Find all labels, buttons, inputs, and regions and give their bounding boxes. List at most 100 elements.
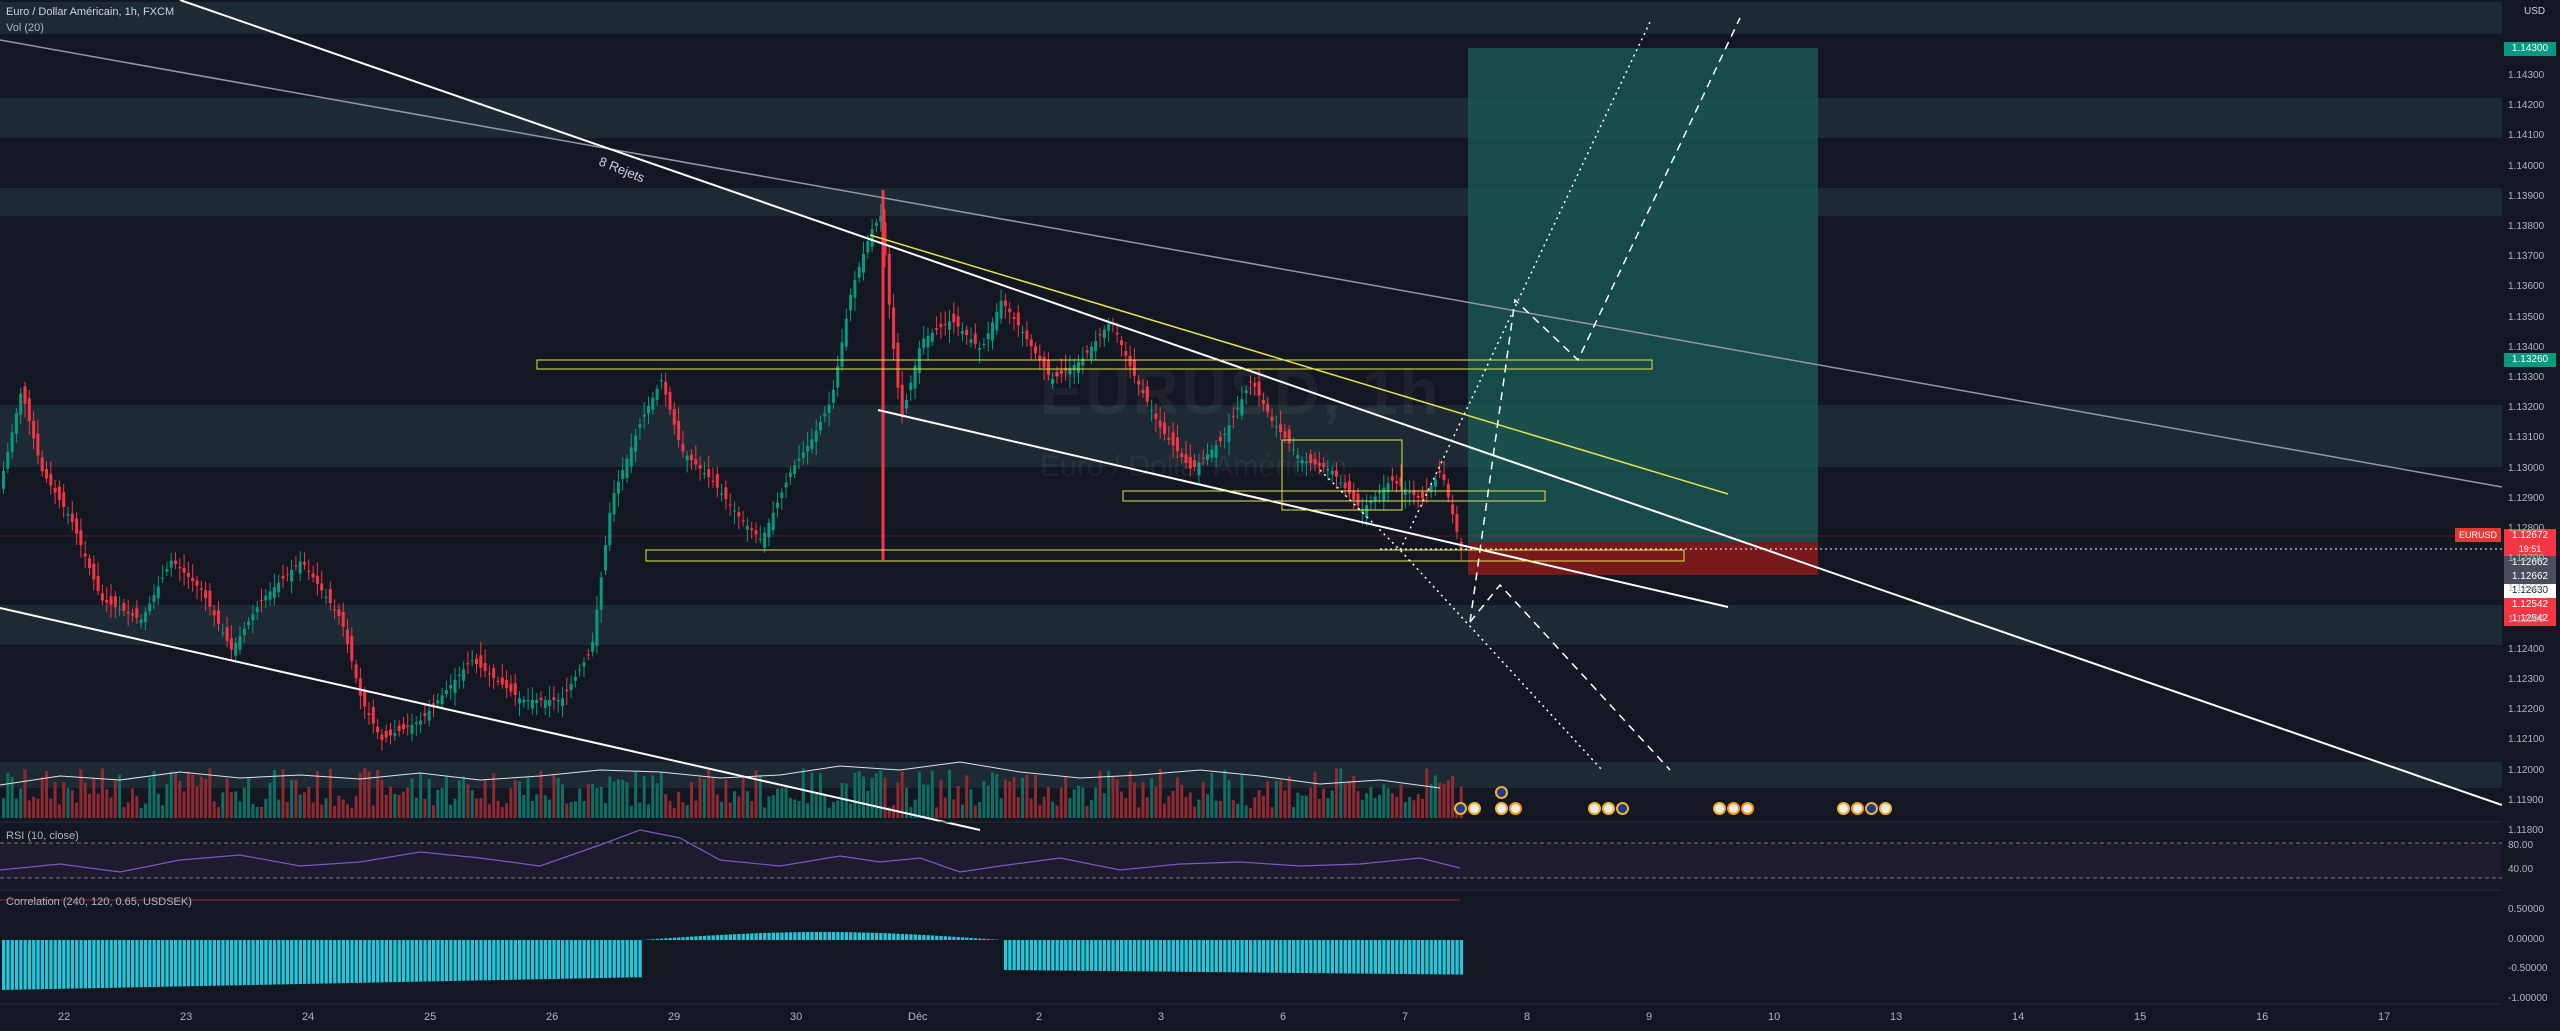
- candle-body: [1382, 487, 1386, 501]
- us-flag-icon[interactable]: [1879, 802, 1892, 815]
- us-flag-icon[interactable]: [1713, 802, 1726, 815]
- volume-bar: [221, 792, 225, 818]
- volume-bar: [539, 771, 543, 818]
- volume-bar: [492, 773, 496, 818]
- volume-bar: [1223, 769, 1227, 818]
- volume-bar: [79, 769, 83, 818]
- candle-body: [909, 382, 913, 391]
- candle-body: [1059, 370, 1063, 374]
- price-axis[interactable]: [2502, 0, 2560, 1031]
- projection-down-dotted: [1319, 469, 1603, 771]
- candle-body: [887, 253, 891, 305]
- volume-bar: [440, 788, 444, 818]
- candle-body: [561, 698, 564, 707]
- candle-body: [191, 578, 195, 582]
- volume-bar: [634, 771, 638, 818]
- correlation-bar: [1257, 940, 1261, 973]
- us-flag-icon[interactable]: [1837, 802, 1850, 815]
- correlation-bar: [139, 940, 143, 988]
- volume-bar: [70, 790, 74, 818]
- correlation-bar: [930, 935, 935, 940]
- candle-body: [973, 333, 977, 344]
- us-flag-icon[interactable]: [1602, 802, 1615, 815]
- eu-flag-icon[interactable]: [1454, 802, 1467, 815]
- eu-flag-icon[interactable]: [1495, 786, 1508, 799]
- correlation-bar: [1098, 940, 1102, 971]
- volume-bar: [1038, 805, 1042, 818]
- event-icons-2[interactable]: [1495, 802, 1522, 816]
- main-chart[interactable]: [0, 0, 2502, 1031]
- correlation-bar: [844, 932, 849, 940]
- volume-bar: [14, 798, 18, 818]
- event-icon-top[interactable]: [1495, 786, 1508, 800]
- candle-body: [1429, 485, 1433, 493]
- candle-body: [492, 667, 496, 678]
- correlation-bar: [1378, 940, 1382, 974]
- volume-bar: [75, 802, 79, 818]
- correlation-bar: [621, 940, 625, 978]
- profit-zone[interactable]: [1468, 48, 1818, 542]
- correlation-bar: [45, 940, 49, 990]
- volume-bar: [788, 797, 792, 818]
- yellow-zone-mid[interactable]: [1122, 490, 1546, 502]
- correlation-bar: [690, 936, 694, 940]
- volume-bar: [1034, 774, 1037, 818]
- yellow-zone-top[interactable]: [536, 359, 1653, 370]
- volume-bar: [294, 779, 298, 818]
- volume-bar: [518, 781, 521, 818]
- us-flag-icon[interactable]: [1588, 802, 1601, 815]
- us-flag-icon[interactable]: [1509, 802, 1522, 815]
- channel-lower: [877, 409, 1729, 608]
- price-tick: 1.12600: [2508, 583, 2545, 595]
- volume-bar: [1227, 780, 1231, 818]
- us-flag-icon[interactable]: [1741, 802, 1754, 815]
- volume-bar: [849, 803, 853, 818]
- candle-body: [1274, 426, 1278, 428]
- correlation-bar: [814, 932, 818, 940]
- volume-bar: [965, 775, 969, 818]
- candle-body: [169, 560, 173, 568]
- correlation-bar: [251, 940, 255, 985]
- candle-body: [599, 577, 603, 610]
- volume-bar: [1442, 783, 1446, 818]
- us-flag-icon[interactable]: [1468, 802, 1481, 815]
- volume-bar: [1085, 805, 1089, 818]
- event-icons-4[interactable]: [1713, 802, 1754, 816]
- us-flag-icon[interactable]: [1851, 802, 1864, 815]
- volume-bar: [522, 794, 526, 818]
- volume-bar: [930, 770, 934, 818]
- volume-bar: [40, 777, 44, 818]
- volume-bar: [83, 782, 87, 818]
- candle-body: [565, 689, 569, 692]
- candle-body: [105, 599, 109, 603]
- correlation-bar: [836, 932, 840, 940]
- volume-bar: [135, 796, 139, 818]
- price-tick: 1.13800: [2508, 221, 2545, 232]
- event-icons-1[interactable]: [1454, 802, 1481, 816]
- us-flag-icon[interactable]: [1727, 802, 1740, 815]
- correlation-bar: [1008, 940, 1012, 971]
- volume-bar: [1167, 795, 1171, 818]
- yellow-box-small[interactable]: [1281, 439, 1403, 511]
- price-tick: 1.13000: [2508, 462, 2545, 474]
- eu-flag-icon[interactable]: [1616, 802, 1629, 815]
- event-icons-5[interactable]: [1837, 802, 1892, 816]
- candle-body: [608, 512, 612, 546]
- candle-body: [831, 389, 835, 403]
- volume-bar: [470, 790, 474, 818]
- eu-flag-icon[interactable]: [1865, 802, 1878, 815]
- volume-bar: [212, 801, 216, 818]
- candle-body: [797, 458, 801, 461]
- candle-body: [810, 439, 814, 450]
- candle-body: [935, 328, 939, 330]
- us-flag-icon[interactable]: [1495, 802, 1508, 815]
- correlation-bar: [853, 932, 857, 940]
- correlation-bar: [870, 932, 874, 940]
- candle-body: [758, 538, 762, 540]
- volume-bar: [737, 796, 741, 818]
- correlation-bar: [943, 936, 947, 940]
- target-price-badge: 1.14300: [2504, 42, 2556, 56]
- event-icons-3[interactable]: [1588, 802, 1629, 816]
- volume-bar: [238, 801, 242, 818]
- yellow-zone-bottom[interactable]: [645, 549, 1685, 562]
